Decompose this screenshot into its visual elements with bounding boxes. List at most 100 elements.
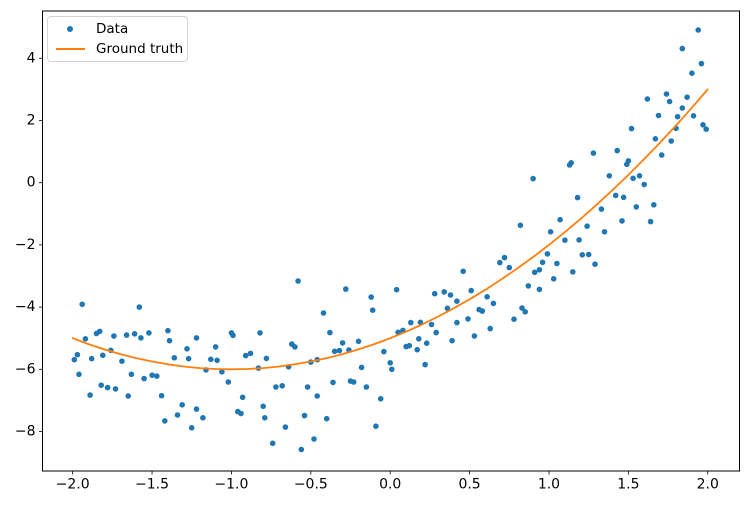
data-point [633,204,640,210]
data-point [104,384,111,391]
data-point [166,337,173,344]
data-point [71,356,78,363]
data-point [295,278,301,284]
data-point [381,348,387,355]
data-point [165,327,171,334]
data-point [323,415,330,422]
y-tick-label: 4 [27,50,36,66]
legend-entry-ground-truth: Ground truth [53,40,187,58]
line-icon [55,47,85,50]
data-point [598,206,605,212]
data-point [465,316,471,322]
x-tick-label: −0.5 [294,477,328,493]
data-point [154,373,160,379]
data-point [674,113,681,120]
data-point [406,342,413,349]
data-point [612,192,619,199]
data-point [460,268,467,275]
data-point [652,136,659,142]
data-point [330,379,336,386]
data-point [601,229,608,235]
data-point [695,27,701,33]
data-point [484,294,490,300]
data-point [393,286,400,293]
x-tick-label: 1.5 [617,477,639,493]
data-point [193,335,200,341]
data-point [336,347,343,354]
ground-truth-line [71,88,709,371]
legend-label-ground-truth: Ground truth [96,40,184,57]
data-point [579,252,586,258]
data-point [408,319,414,326]
data-point [531,269,538,276]
legend-entry-data: Data [53,20,187,38]
data-point [471,333,478,339]
data-point [614,147,620,154]
data-point [584,223,590,229]
y-tick-label: 2 [27,112,36,128]
data-point [242,352,249,359]
data-point [225,379,232,385]
data-point [200,415,206,421]
data-point [179,402,185,408]
data-point [679,45,686,52]
data-point [490,300,497,307]
data-point [628,125,635,132]
legend-marker [53,26,87,33]
data-point [257,330,263,336]
data-point [358,364,365,371]
data-point [304,384,311,390]
data-point [423,340,430,347]
data-point [263,355,270,362]
y-tick-label: −2 [15,237,36,253]
data-point [630,175,636,182]
data-point [416,336,422,342]
data-point [414,346,421,353]
data-point [655,112,662,119]
data-point [479,308,486,314]
data-point-icon [67,26,73,33]
data-point [511,316,517,323]
data-point [441,289,448,295]
data-point [644,96,651,102]
data-point [497,259,503,266]
data-point [369,307,376,314]
data-point [679,105,686,111]
data-point [363,384,370,390]
data-point [331,348,338,355]
data-point [519,305,525,311]
y-tick-label: 0 [27,175,36,191]
data-point [449,337,455,344]
x-tick-label: 0.5 [458,477,480,493]
data-point [700,122,706,128]
data-point [487,325,494,332]
data-point [230,332,236,339]
data-point [651,202,657,208]
data-point [525,283,532,289]
data-point [703,126,709,132]
data-point [112,386,119,392]
data-point [350,379,357,385]
data-point [684,94,690,100]
data-point [698,60,705,67]
data-point [138,335,144,341]
data-point [562,237,568,243]
legend-label-data: Data [96,21,129,38]
data-point [428,321,435,328]
data-point [74,351,81,358]
x-tick-label: −1.5 [135,477,169,493]
data-point [576,237,582,243]
data-point [606,173,613,179]
data-point [146,330,152,336]
data-point [311,436,317,442]
data-point [125,393,131,399]
legend-marker [53,47,87,50]
data-point [238,410,244,417]
data-point [663,91,670,97]
data-point [368,294,375,300]
data-point [454,319,460,326]
data-point [574,194,581,201]
data-point [536,267,543,273]
data-point [544,251,551,257]
